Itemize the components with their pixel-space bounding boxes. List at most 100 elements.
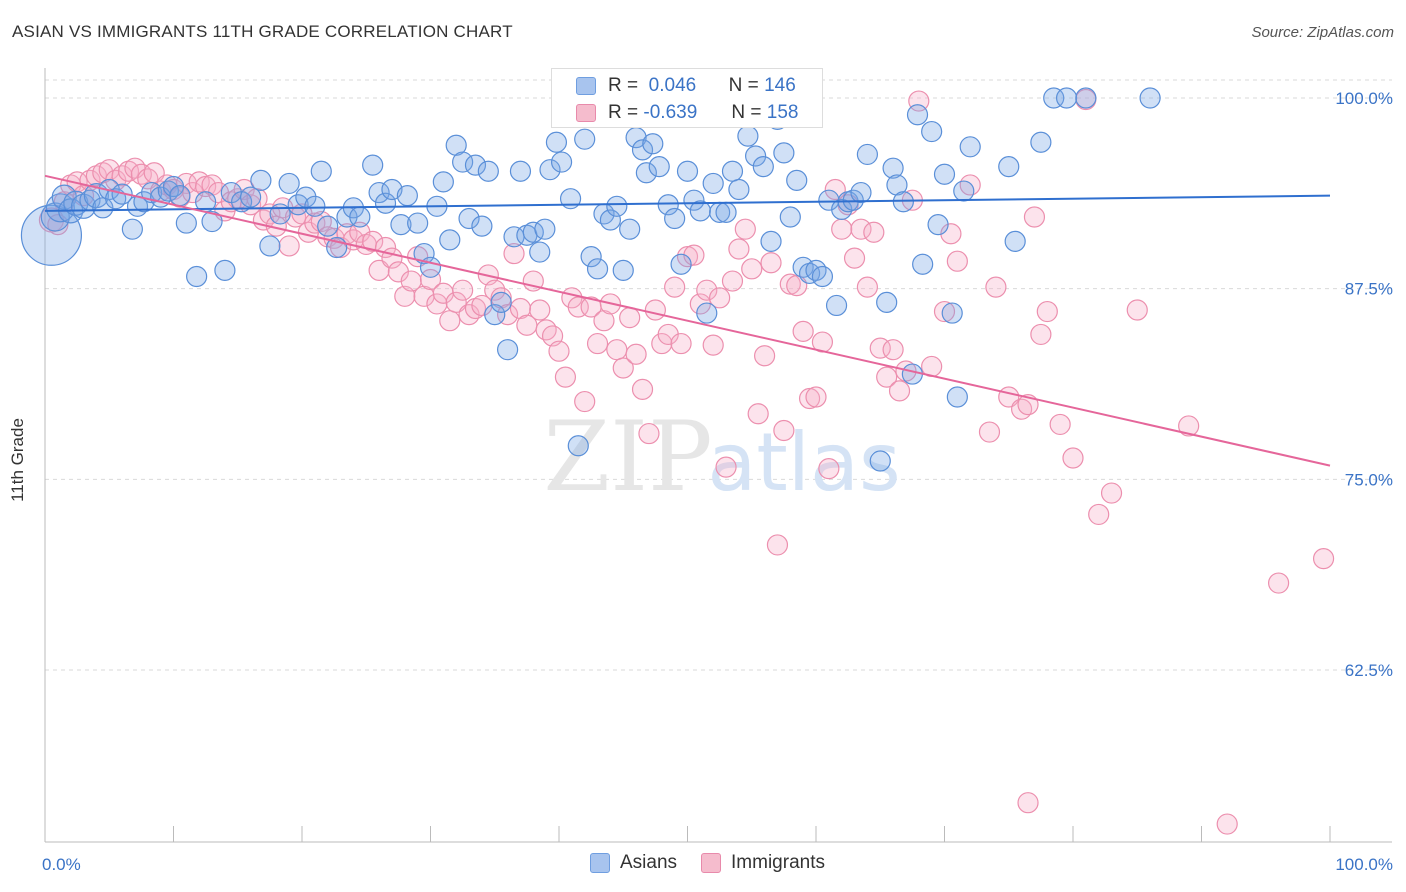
asians-point <box>676 160 699 182</box>
immigrants-point <box>452 279 474 301</box>
asians-point <box>631 139 654 161</box>
asians-point <box>452 151 474 173</box>
immigrants-point <box>439 310 461 332</box>
immigrants-point <box>278 235 300 257</box>
immigrants-point <box>959 174 981 196</box>
legend-label-asians: Asians <box>620 852 678 873</box>
asians-point <box>786 169 808 191</box>
immigrants-point <box>606 339 628 361</box>
asians-point <box>805 259 827 281</box>
r-label: R = <box>608 75 639 96</box>
immigrants-point <box>1017 792 1039 814</box>
asians-point <box>856 143 879 166</box>
immigrants-point <box>368 259 390 281</box>
immigrants-point <box>419 268 442 291</box>
asians-point <box>760 230 782 252</box>
asians-point <box>534 218 556 240</box>
immigrants-point <box>773 419 795 442</box>
asians-point <box>1139 87 1161 109</box>
immigrants-point <box>497 303 519 326</box>
immigrants-point <box>824 178 846 201</box>
watermark-zip: ZIP <box>543 401 712 513</box>
asians-point <box>825 294 848 317</box>
immigrants-point <box>509 297 532 320</box>
asians-point <box>464 154 487 176</box>
asians-point <box>792 256 814 278</box>
asians-point <box>445 134 467 156</box>
asians-point <box>728 178 750 201</box>
asians-point <box>121 218 143 240</box>
asians-point <box>946 386 968 408</box>
immigrants-point <box>1088 503 1110 526</box>
stats-row-immigrants: R = -0.639 N = 158 <box>576 100 798 126</box>
y-tick-label: 62.5% <box>1345 661 1393 680</box>
asians-point <box>545 131 568 153</box>
asians-point <box>240 186 262 208</box>
watermark: ZIP atlas <box>543 401 900 513</box>
asians-point <box>901 363 923 385</box>
r-value: 0.046 <box>648 75 697 96</box>
asians-point <box>586 258 609 280</box>
asians-point <box>374 192 397 214</box>
asians-point <box>214 259 236 281</box>
asians-point <box>869 450 891 472</box>
asians-point <box>689 200 711 222</box>
asians-point <box>779 206 801 228</box>
asians-point <box>619 218 641 240</box>
chart-title: ASIAN VS IMMIGRANTS 11TH GRADE CORRELATI… <box>12 22 513 41</box>
immigrants-point <box>445 291 467 313</box>
immigrants-point <box>625 343 647 365</box>
asians-point <box>497 339 519 361</box>
immigrants-point <box>670 332 692 355</box>
asians-point <box>599 209 622 231</box>
immigrants-point <box>304 212 326 234</box>
axes <box>44 68 1392 843</box>
asians-point <box>287 194 309 216</box>
asians-point <box>278 172 300 195</box>
legend-item-immigrants[interactable]: Immigrants <box>701 852 825 874</box>
asians-point <box>201 210 223 233</box>
immigrants-point <box>490 287 512 309</box>
immigrants-point <box>856 276 879 298</box>
asians-point <box>998 156 1020 178</box>
legend-item-asians[interactable]: Asians <box>590 852 677 874</box>
immigrants-point <box>1062 447 1084 469</box>
asians-point <box>529 241 551 263</box>
asians-point <box>642 133 664 155</box>
immigrants-point <box>1030 323 1052 346</box>
immigrants-point <box>137 168 159 190</box>
asians-point <box>477 160 499 182</box>
immigrants-point <box>702 334 724 356</box>
asians-trend-line <box>44 194 1331 212</box>
immigrants-point <box>741 258 763 280</box>
asians-point <box>407 212 429 234</box>
immigrants-point <box>362 230 384 252</box>
y-tick-label: 75.0% <box>1345 470 1393 489</box>
immigrants-point <box>831 218 853 240</box>
asians-point <box>439 229 461 251</box>
asians-point <box>1030 131 1052 153</box>
asians-point <box>670 253 692 275</box>
asians-point <box>882 157 904 179</box>
y-tick-label: 100.0% <box>1335 89 1393 108</box>
asians-point <box>349 206 371 228</box>
asians-point <box>752 156 774 178</box>
asians-point <box>745 145 767 167</box>
asians-point <box>715 201 737 223</box>
immigrants-point <box>400 270 422 292</box>
immigrants-legend-swatch <box>701 853 722 873</box>
asians-point <box>906 104 929 126</box>
immigrants-point <box>818 458 840 480</box>
immigrants-point <box>734 218 756 240</box>
asians-point <box>567 435 589 457</box>
immigrants-point <box>503 242 525 265</box>
immigrants-point <box>779 273 801 295</box>
asians-point <box>1004 230 1026 252</box>
immigrants-point <box>574 390 596 413</box>
n-value: 146 <box>764 75 796 96</box>
legend-label-immigrants: Immigrants <box>731 852 825 873</box>
immigrants-point <box>721 270 744 292</box>
immigrants-swatch <box>576 104 596 122</box>
asians-point <box>648 156 670 178</box>
